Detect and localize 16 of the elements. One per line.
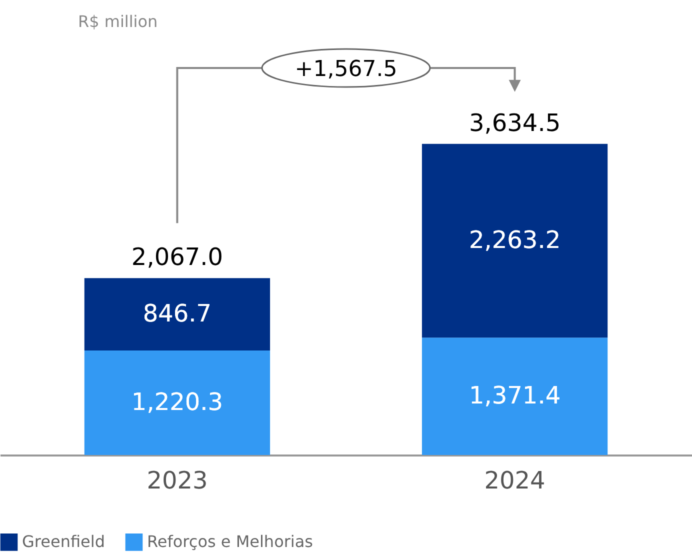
bar [422,144,608,338]
data-label: 1,371.4 [468,381,561,410]
data-label: 1,220.3 [131,388,224,416]
data-label: 846.7 [142,299,212,328]
legend-label: Reforços e Melhorias [147,532,314,552]
bar [84,350,270,455]
bar [422,338,608,455]
text: R$ million [78,12,158,31]
text: +1,567.5 [294,57,398,82]
legend-label: Greenfield [22,532,105,552]
x-tick-label: 2023 [146,466,208,494]
x-tick-label: 2024 [484,466,546,494]
data-label: 2,263.2 [468,226,561,254]
total-label: 2,067.0 [131,243,224,272]
total-label: 3,634.5 [468,108,561,137]
bar [84,278,270,351]
